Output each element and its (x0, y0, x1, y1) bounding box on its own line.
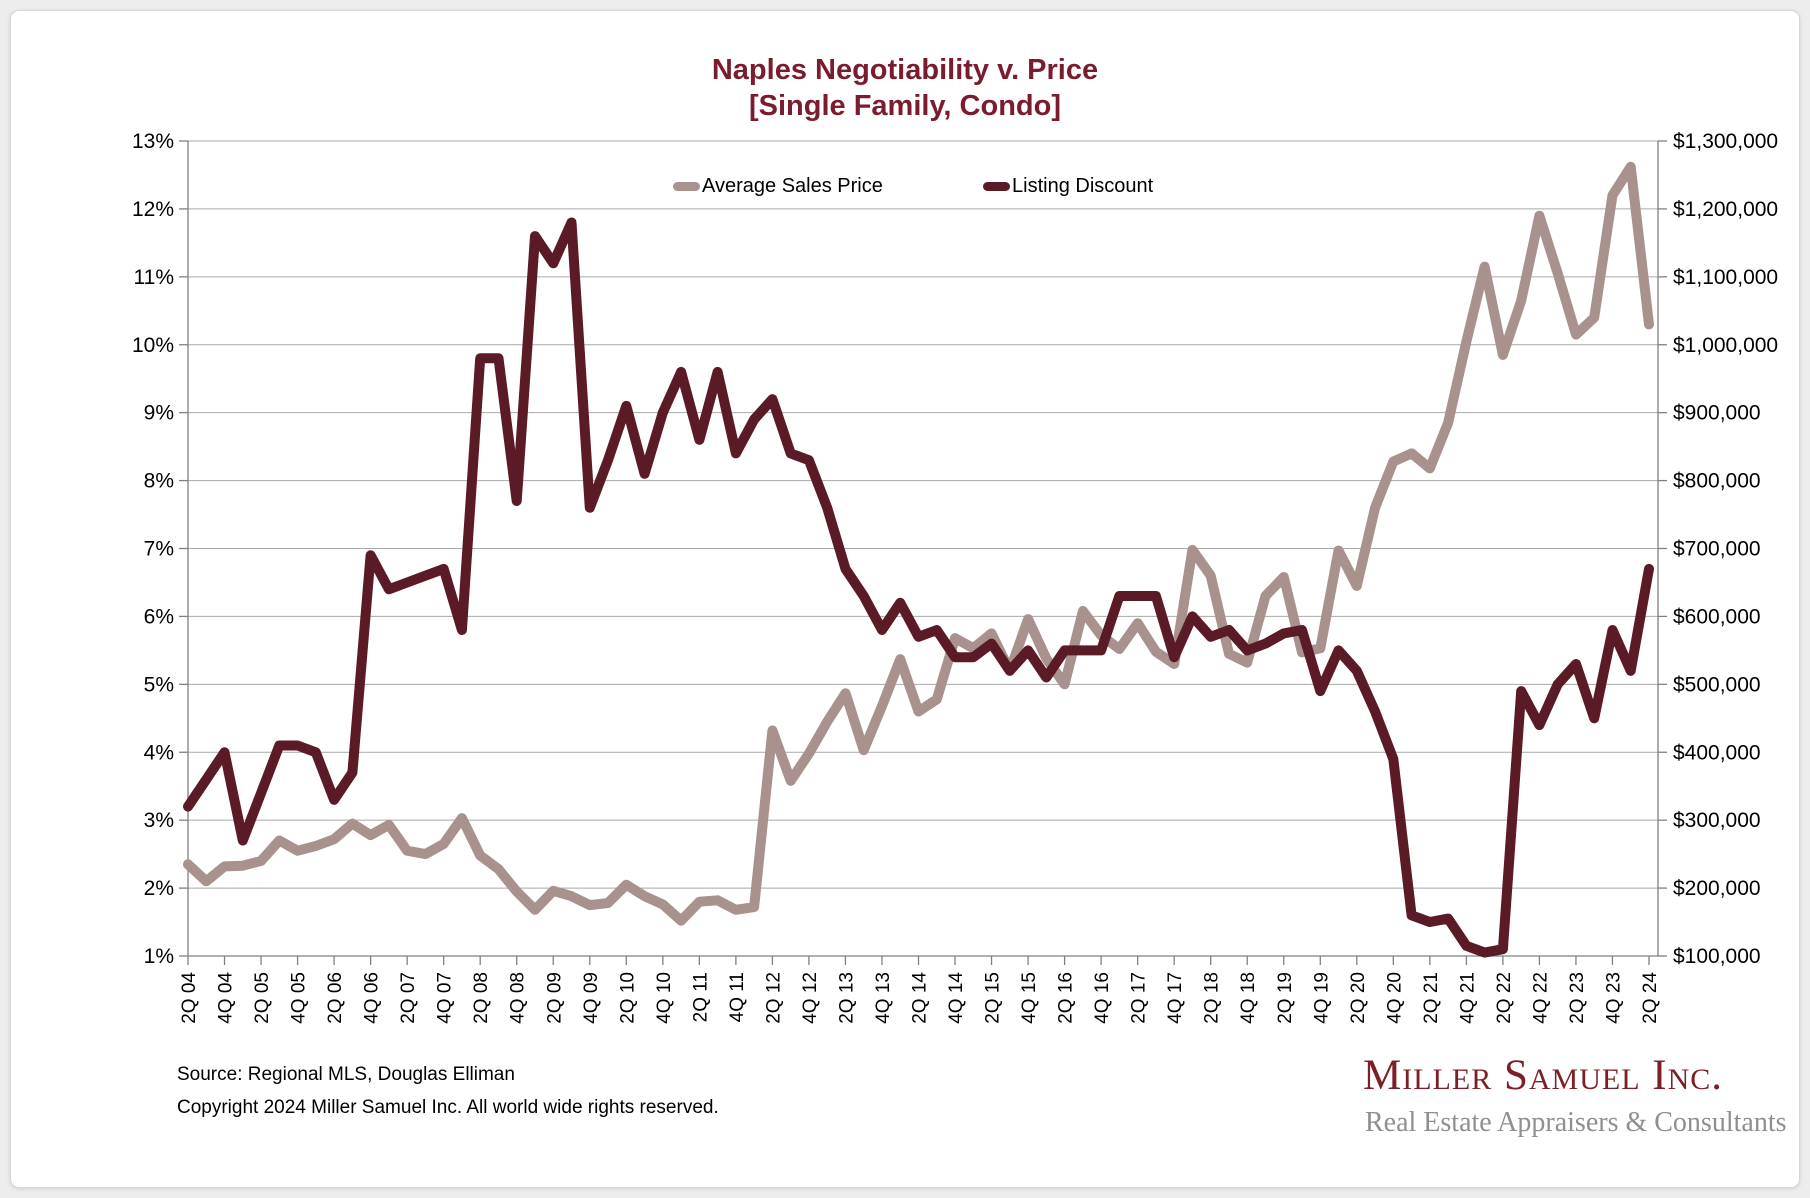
left-axis-tick-label: 3% (144, 809, 174, 832)
right-axis-tick-label: $900,000 (1673, 402, 1761, 425)
x-axis-tick-label: 4Q 05 (289, 972, 310, 1024)
left-axis-tick-label: 9% (144, 402, 174, 425)
x-axis-tick-label: 4Q 07 (435, 972, 456, 1024)
x-axis-tick-label: 2Q 20 (1348, 972, 1369, 1024)
right-axis-tick-label: $1,300,000 (1673, 130, 1778, 153)
x-axis-tick-label: 4Q 15 (1019, 972, 1040, 1024)
x-axis-tick-label: 2Q 19 (1275, 972, 1296, 1024)
x-axis-tick-label: 2Q 17 (1129, 972, 1150, 1024)
x-axis-tick-label: 2Q 21 (1421, 972, 1442, 1024)
x-axis-tick-label: 2Q 09 (544, 972, 565, 1024)
x-axis-tick-label: 2Q 24 (1640, 972, 1661, 1024)
listing-discount-swatch (983, 181, 1010, 191)
right-axis-tick-label: $200,000 (1673, 877, 1761, 900)
x-axis-tick-label: 4Q 17 (1165, 972, 1186, 1024)
x-axis-tick-label: 4Q 11 (727, 972, 748, 1022)
left-axis-tick-label: 12% (132, 198, 174, 221)
left-axis-tick-label: 2% (144, 877, 174, 900)
x-axis-tick-label: 2Q 16 (1056, 972, 1077, 1024)
left-axis-tick-label: 13% (132, 130, 174, 153)
right-axis-tick-label: $300,000 (1673, 809, 1761, 832)
legend-label-average-sales-price: Average Sales Price (702, 174, 883, 197)
x-axis-tick-label: 4Q 08 (508, 972, 529, 1024)
left-axis-tick-label: 8% (144, 470, 174, 493)
x-axis-tick-label: 4Q 10 (654, 972, 675, 1024)
x-axis-tick-label: 2Q 10 (617, 972, 638, 1024)
right-axis-tick-label: $1,000,000 (1673, 334, 1778, 357)
x-axis-tick-label: 4Q 16 (1092, 972, 1113, 1024)
x-axis-tick-label: 2Q 22 (1494, 972, 1515, 1024)
left-axis-tick-label: 10% (132, 334, 174, 357)
right-axis-tick-label: $400,000 (1673, 741, 1761, 764)
chart-card: Naples Negotiability v. Price [Single Fa… (10, 10, 1800, 1188)
right-axis-tick-label: $100,000 (1673, 945, 1761, 968)
x-axis-tick-label: 2Q 23 (1567, 972, 1588, 1024)
right-axis-tick-label: $600,000 (1673, 605, 1761, 628)
legend-label-listing-discount: Listing Discount (1012, 174, 1154, 197)
x-axis-tick-label: 4Q 13 (873, 972, 894, 1024)
left-axis-tick-label: 5% (144, 673, 174, 696)
x-axis-tick-label: 4Q 23 (1603, 972, 1624, 1024)
source-note: Source: Regional MLS, Douglas Elliman (177, 1064, 515, 1085)
x-axis-tick-label: 2Q 08 (471, 972, 492, 1024)
average-sales-price-swatch (673, 181, 700, 191)
left-axis-tick-label: 11% (134, 266, 174, 289)
left-axis-tick-label: 1% (144, 945, 174, 968)
chart-title: Naples Negotiability v. Price (711, 54, 1099, 86)
x-axis-tick-label: 2Q 15 (983, 972, 1004, 1024)
logo-tagline: Real Estate Appraisers & Consultants (1365, 1107, 1787, 1138)
x-axis-tick-label: 2Q 12 (763, 972, 784, 1024)
right-axis-tick-label: $800,000 (1673, 470, 1761, 493)
left-axis-tick-label: 6% (144, 605, 174, 628)
right-axis-tick-label: $500,000 (1673, 673, 1761, 696)
x-axis-tick-label: 4Q 19 (1311, 972, 1332, 1024)
right-axis-tick-label: $1,100,000 (1673, 266, 1778, 289)
x-axis-tick-label: 2Q 06 (325, 972, 346, 1024)
x-axis-tick-label: 4Q 18 (1238, 972, 1259, 1024)
x-axis-tick-label: 4Q 09 (581, 972, 602, 1024)
x-axis-tick-label: 2Q 13 (836, 972, 857, 1024)
x-axis-tick-label: 4Q 12 (800, 972, 821, 1024)
left-axis-tick-label: 4% (144, 741, 174, 764)
x-axis-tick-label: 4Q 21 (1457, 972, 1478, 1024)
legend-item-listing-discount: Listing Discount (983, 174, 1153, 198)
x-axis-tick-label: 4Q 04 (216, 972, 237, 1024)
chart-subtitle: [Single Family, Condo] (748, 90, 1062, 122)
x-axis-tick-label: 4Q 14 (946, 972, 967, 1024)
x-axis-tick-label: 4Q 22 (1530, 972, 1551, 1024)
copyright-note: Copyright 2024 Miller Samuel Inc. All wo… (177, 1097, 719, 1118)
x-axis-tick-label: 4Q 06 (362, 972, 383, 1024)
chart-plot: 13% $1,300,000 12% $1,200,000 11% $1,100,000 1… (132, 130, 1778, 1024)
x-axis-tick-label: 2Q 18 (1202, 972, 1223, 1024)
right-axis-tick-label: $700,000 (1673, 538, 1761, 561)
right-axis-tick-label: $1,200,000 (1673, 198, 1778, 221)
left-axis-tick-label: 7% (144, 538, 174, 561)
legend-item-average-sales-price: Average Sales Price (673, 174, 883, 198)
x-axis-tick-label: 2Q 14 (910, 972, 931, 1024)
average-sales-price-line (183, 161, 1654, 926)
x-axis-tick-label: 2Q 05 (252, 972, 273, 1024)
x-axis-tick-label: 2Q 07 (398, 972, 419, 1024)
x-axis-tick-label: 2Q 11 (690, 972, 711, 1022)
x-axis-tick-label: 4Q 20 (1384, 972, 1405, 1024)
miller-samuel-logo: Miller Samuel Inc. (1363, 1052, 1724, 1099)
x-axis-tick-label: 2Q 04 (179, 972, 200, 1024)
listing-discount-line (183, 217, 1654, 958)
